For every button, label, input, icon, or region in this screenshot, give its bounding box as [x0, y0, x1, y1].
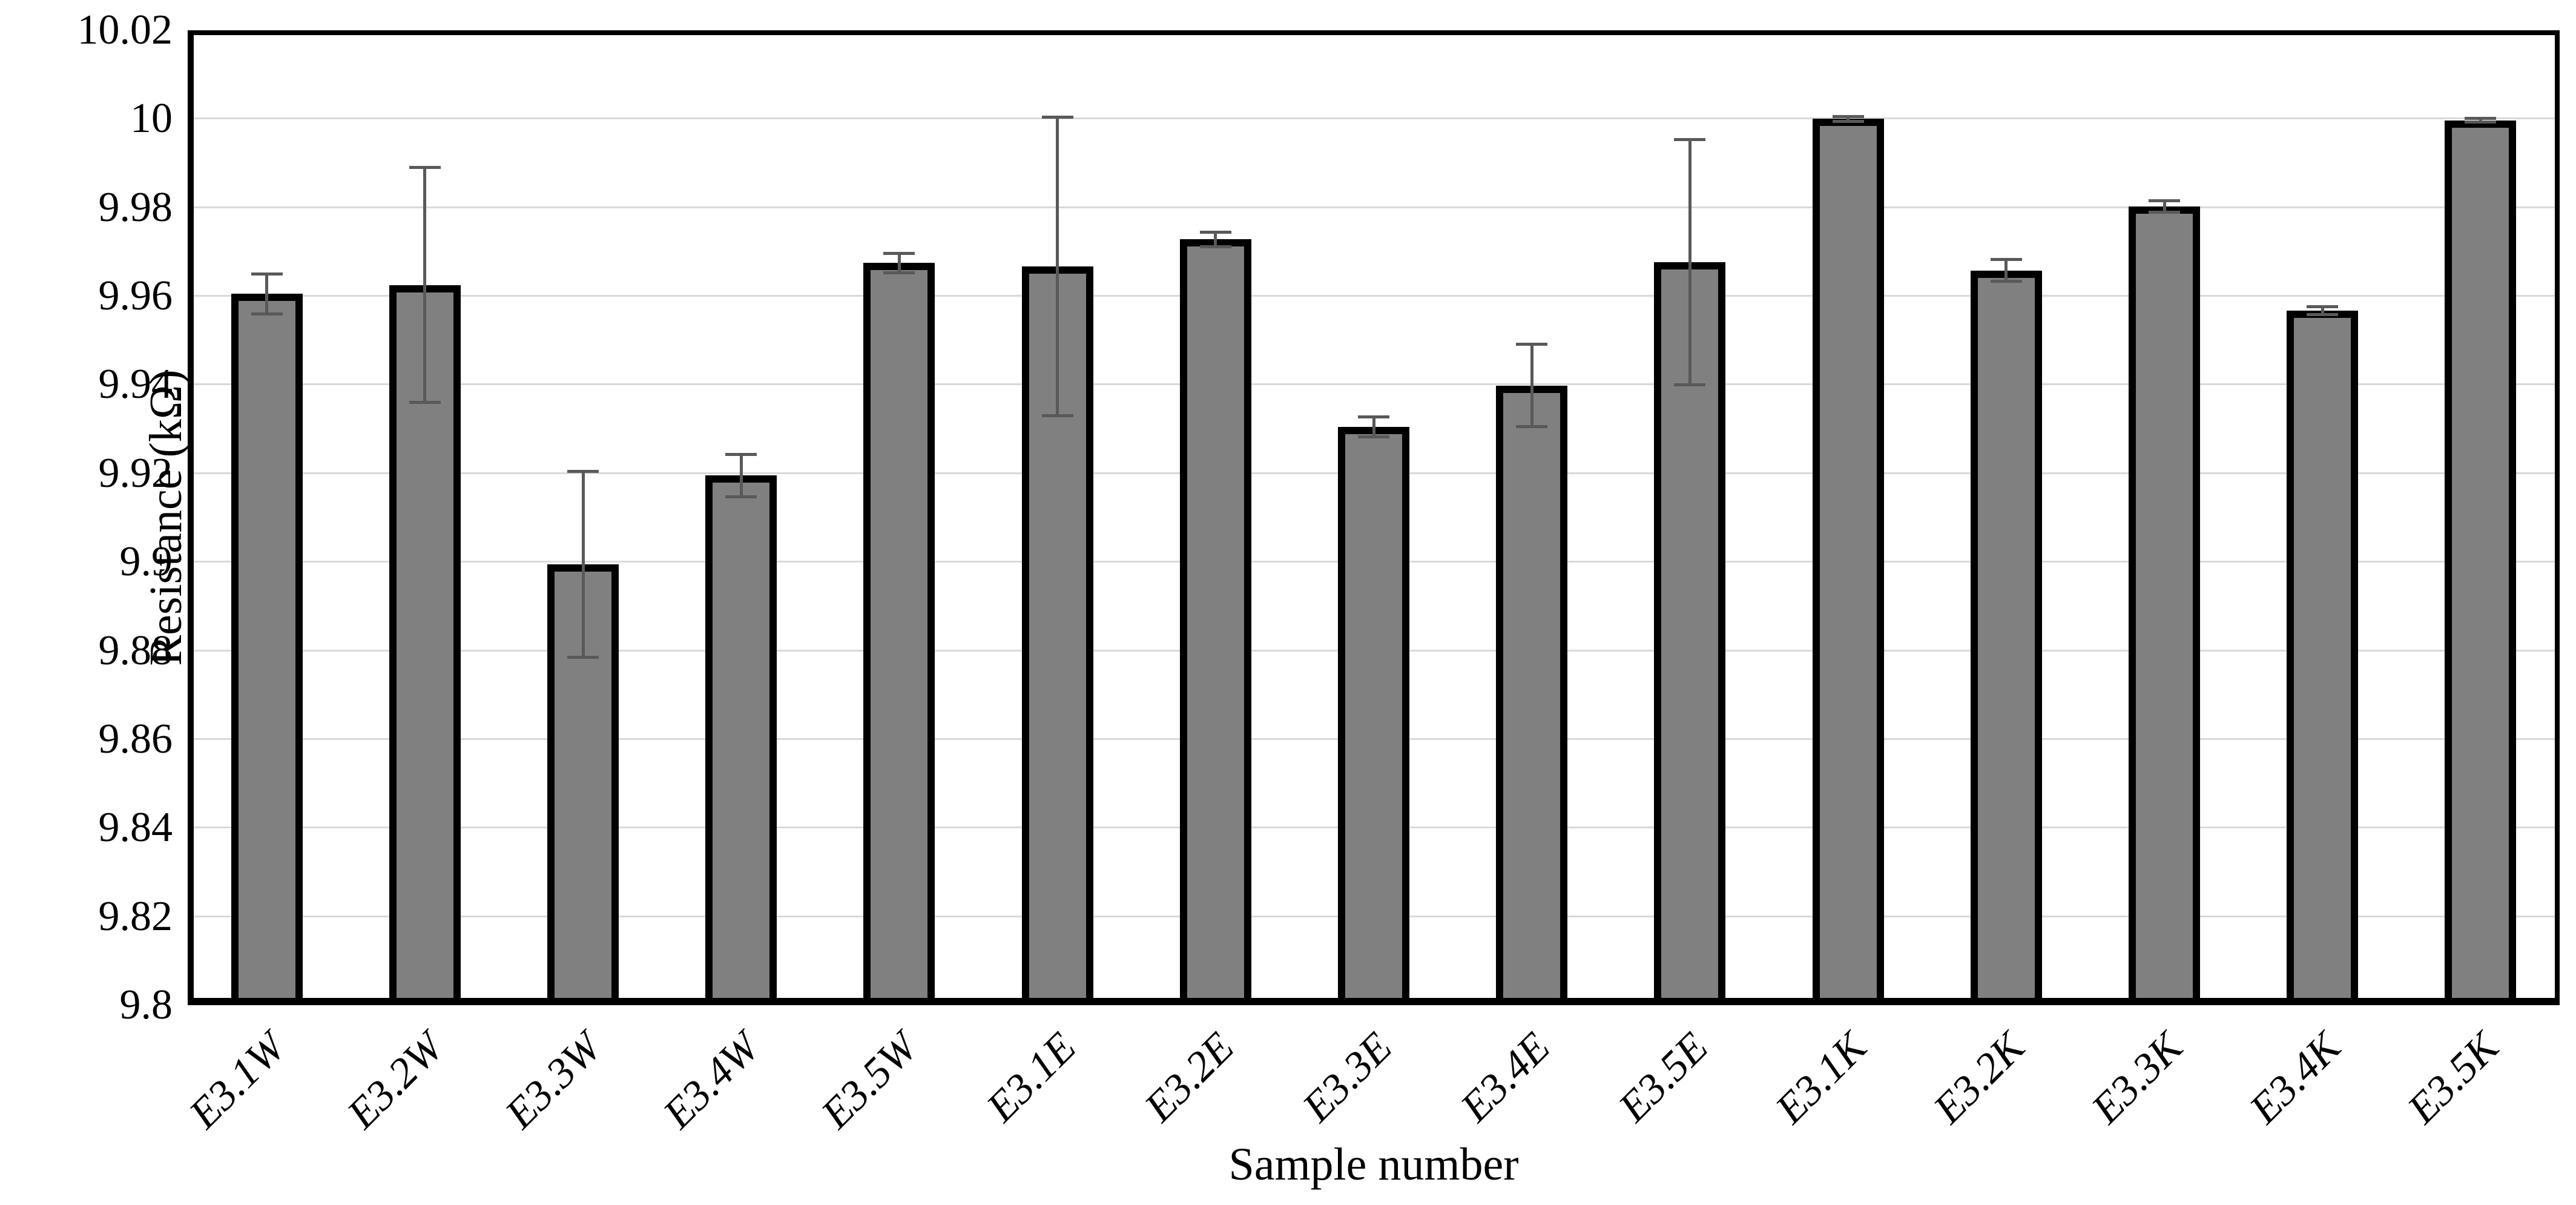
y-tick-label: 9.92 — [98, 449, 173, 497]
bar — [1496, 385, 1568, 1005]
bar — [2287, 311, 2359, 1005]
error-bar-cap — [567, 469, 599, 473]
bar — [1338, 426, 1409, 1005]
error-bar-cap — [409, 166, 441, 170]
y-tick-label: 9.8 — [119, 982, 173, 1028]
y-tick-label: 9.84 — [98, 804, 173, 851]
error-bar-cap — [1358, 415, 1389, 419]
error-bar-cap — [1199, 245, 1231, 248]
error-bar-cap — [1990, 257, 2022, 261]
bar — [1179, 239, 1251, 1005]
y-tick-label: 10 — [130, 95, 173, 142]
plot-area — [188, 30, 2560, 1005]
error-bar — [1056, 117, 1059, 416]
error-bar — [423, 167, 427, 403]
error-bar-cap — [1832, 115, 1864, 119]
error-bar — [2163, 200, 2166, 213]
x-tick-label: E3.1E — [977, 1023, 1085, 1131]
x-tick-label: E3.1K — [1767, 1023, 1876, 1133]
x-tick-label: E3.3E — [1294, 1023, 1402, 1131]
y-tick-label: 10.02 — [77, 7, 173, 53]
x-axis-title: Sample number — [1228, 1139, 1519, 1190]
error-bar-cap — [1516, 425, 1548, 429]
error-bar-cap — [883, 251, 915, 255]
error-bar-cap — [2465, 120, 2497, 124]
bar — [1970, 270, 2042, 1005]
y-tick-label: 9.9 — [119, 538, 173, 586]
error-bar-cap — [1041, 414, 1073, 418]
x-tick-label: E3.4K — [2241, 1023, 2350, 1133]
x-tick-label: E3.5K — [2399, 1023, 2508, 1133]
error-bar — [897, 253, 901, 273]
bar — [705, 475, 777, 1005]
error-bar-cap — [1199, 231, 1231, 234]
error-bar-cap — [2149, 199, 2180, 202]
error-bar-cap — [1516, 343, 1548, 346]
error-bar — [581, 471, 585, 658]
error-bar — [1846, 116, 1850, 122]
gridline — [194, 206, 2555, 208]
x-tick-label: E3.4E — [1452, 1023, 1560, 1131]
error-bar — [1530, 344, 1533, 427]
bar — [389, 285, 461, 1005]
error-bar — [2004, 259, 2008, 282]
error-bar-cap — [725, 452, 757, 456]
error-bar-cap — [1832, 119, 1864, 123]
error-bar — [739, 454, 743, 497]
bar — [1812, 119, 1884, 1005]
y-axis-title: Resistance (kΩ) — [140, 369, 192, 666]
error-bar-cap — [1358, 435, 1389, 438]
error-bar — [1688, 139, 1692, 385]
y-tick-label: 9.94 — [98, 361, 173, 408]
error-bar-cap — [2149, 210, 2180, 214]
y-tick-label: 9.82 — [98, 893, 173, 940]
x-tick-label: E3.5E — [1610, 1023, 1718, 1131]
bar — [863, 263, 935, 1005]
error-bar-cap — [1041, 115, 1073, 119]
gridline — [194, 117, 2555, 120]
error-bar — [2479, 118, 2482, 122]
x-tick-label: E3.3W — [496, 1023, 611, 1138]
bar — [231, 294, 303, 1005]
gridline — [194, 295, 2555, 297]
gridline — [194, 383, 2555, 386]
y-tick-label: 9.86 — [98, 715, 173, 762]
bar — [1654, 262, 1726, 1005]
bar — [1021, 266, 1093, 1005]
error-bar — [1214, 232, 1217, 247]
y-tick-label: 9.96 — [98, 272, 173, 320]
error-bar-cap — [567, 656, 599, 659]
bar — [2445, 120, 2517, 1005]
x-tick-label: E3.4W — [654, 1023, 769, 1138]
error-bar-cap — [2307, 305, 2339, 309]
error-bar-cap — [251, 312, 283, 315]
error-bar — [265, 274, 269, 314]
error-bar-cap — [725, 495, 757, 499]
x-tick-label: E3.3K — [2083, 1023, 2192, 1133]
error-bar-cap — [1990, 280, 2022, 283]
y-tick-label: 9.98 — [98, 183, 173, 231]
error-bar-cap — [2307, 313, 2339, 317]
x-tick-label: E3.2W — [338, 1023, 452, 1138]
y-tick-label: 9.88 — [98, 627, 173, 674]
error-bar-cap — [1674, 137, 1706, 141]
error-bar — [1372, 417, 1375, 437]
error-bar-cap — [883, 271, 915, 274]
x-tick-label: E3.2E — [1136, 1023, 1243, 1131]
error-bar-cap — [251, 272, 283, 276]
error-bar-cap — [409, 401, 441, 404]
x-tick-label: E3.5W — [812, 1023, 927, 1138]
bar — [2129, 206, 2200, 1005]
error-bar — [2321, 306, 2324, 315]
x-tick-label: E3.2K — [1925, 1023, 2034, 1133]
error-bar-cap — [2465, 117, 2497, 120]
error-bar-cap — [1674, 383, 1706, 386]
x-tick-label: E3.1W — [180, 1023, 294, 1138]
